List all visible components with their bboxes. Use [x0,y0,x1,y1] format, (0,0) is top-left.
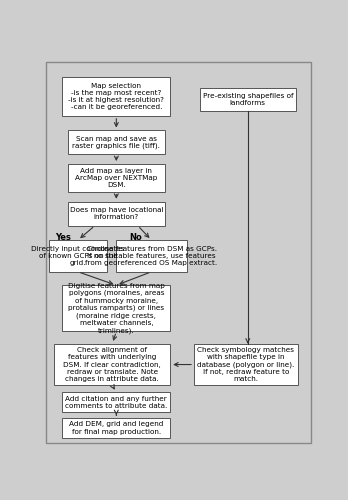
FancyBboxPatch shape [194,344,298,386]
FancyBboxPatch shape [68,130,165,154]
FancyBboxPatch shape [62,285,170,332]
Text: Add DEM, grid and legend
for final map production.: Add DEM, grid and legend for final map p… [69,422,164,434]
FancyBboxPatch shape [62,418,170,438]
FancyBboxPatch shape [116,240,187,272]
Text: Check symbology matches
with shapefile type in
database (polygon or line).
If no: Check symbology matches with shapefile t… [197,347,294,382]
FancyBboxPatch shape [68,202,165,226]
FancyBboxPatch shape [49,240,107,272]
FancyBboxPatch shape [62,392,170,412]
FancyBboxPatch shape [54,344,170,386]
Text: Yes: Yes [55,234,71,242]
FancyBboxPatch shape [68,164,165,192]
Text: Directly input coordinates
of known GCPs on the
grid.: Directly input coordinates of known GCPs… [31,246,125,266]
Text: Does map have locational
information?: Does map have locational information? [70,207,163,220]
Text: Check alignment of
features with underlying
DSM. If clear contradiction,
redraw : Check alignment of features with underly… [63,347,161,382]
Text: Choose features from DSM as GCPs.
If no suitable features, use features
from geo: Choose features from DSM as GCPs. If no … [86,246,218,266]
Text: Digitise features from map
polygons (moraines, areas
of hummocky moraine,
protal: Digitise features from map polygons (mor… [68,282,165,334]
Text: Add citation and any further
comments to attribute data.: Add citation and any further comments to… [65,396,167,409]
Text: Add map as layer in
ArcMap over NEXTMap
DSM.: Add map as layer in ArcMap over NEXTMap … [75,168,158,188]
FancyBboxPatch shape [200,88,296,111]
Text: No: No [129,234,142,242]
Text: Pre-existing shapefiles of
landforms: Pre-existing shapefiles of landforms [203,93,293,106]
Text: Map selection
-is the map most recent?
-is it at highest resolution?
-can it be : Map selection -is the map most recent? -… [68,82,164,110]
Text: Scan map and save as
raster graphics file (tiff).: Scan map and save as raster graphics fil… [72,136,160,149]
FancyBboxPatch shape [62,78,170,116]
